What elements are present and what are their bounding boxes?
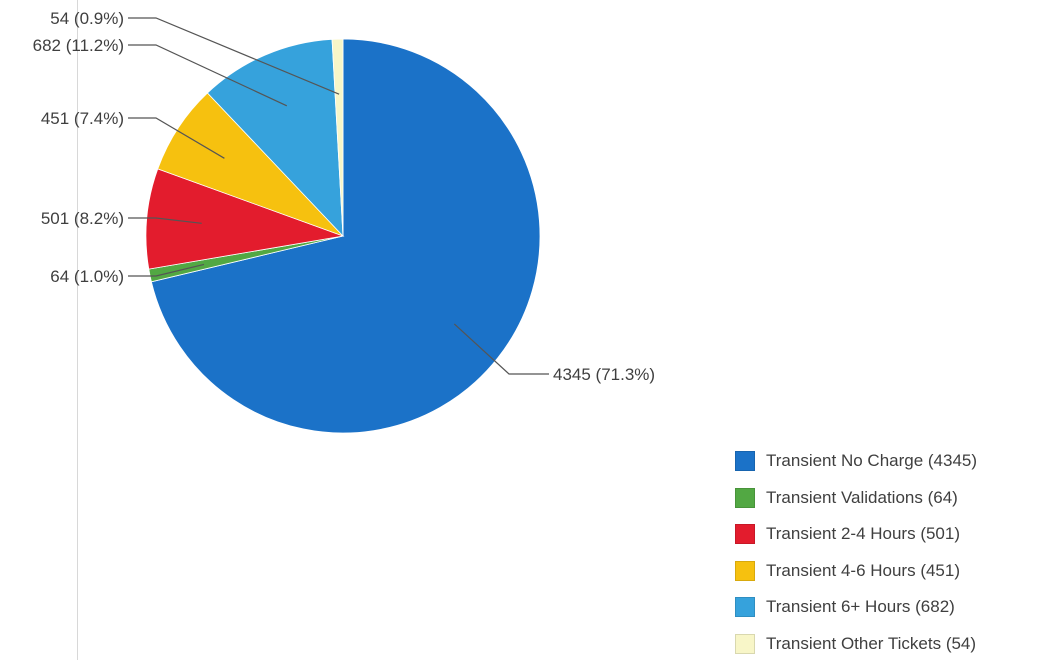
data-label-transient-validations: 64 (1.0%) [50, 267, 124, 286]
data-label-transient-other-tickets: 54 (0.9%) [50, 9, 124, 28]
legend-swatch [735, 561, 755, 581]
data-label-transient-6-plus-hours: 682 (11.2%) [33, 36, 124, 55]
legend-label: Transient Other Tickets (54) [766, 634, 976, 654]
legend-item-transient-other-tickets: Transient Other Tickets (54) [735, 626, 977, 662]
legend-item-transient-2-4-hours: Transient 2-4 Hours (501) [735, 516, 977, 553]
pie-slices [146, 39, 540, 433]
legend-label: Transient No Charge (4345) [766, 451, 977, 471]
legend-label: Transient 6+ Hours (682) [766, 597, 955, 617]
legend-item-transient-validations: Transient Validations (64) [735, 480, 977, 517]
data-label-transient-4-6-hours: 451 (7.4%) [41, 109, 124, 128]
legend-item-transient-no-charge: Transient No Charge (4345) [735, 443, 977, 480]
legend-swatch [735, 524, 755, 544]
legend-swatch [735, 488, 755, 508]
legend-swatch [735, 634, 755, 654]
legend-item-transient-6-plus-hours: Transient 6+ Hours (682) [735, 589, 977, 626]
data-label-transient-2-4-hours: 501 (8.2%) [41, 209, 124, 228]
legend-label: Transient 4-6 Hours (451) [766, 561, 960, 581]
legend-label: Transient 2-4 Hours (501) [766, 524, 960, 544]
legend: Transient No Charge (4345) Transient Val… [735, 443, 977, 662]
legend-item-transient-4-6-hours: Transient 4-6 Hours (451) [735, 553, 977, 590]
data-label-transient-no-charge: 4345 (71.3%) [553, 365, 655, 384]
legend-label: Transient Validations (64) [766, 488, 958, 508]
legend-swatch [735, 451, 755, 471]
legend-swatch [735, 597, 755, 617]
